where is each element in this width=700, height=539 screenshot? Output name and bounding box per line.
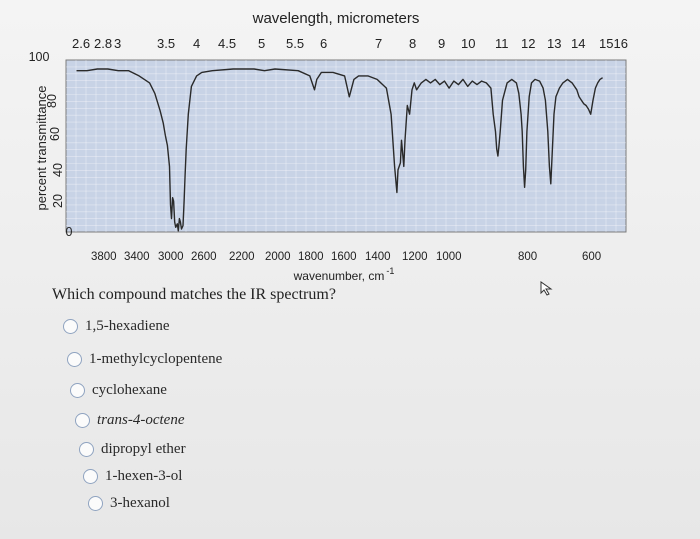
top-tick-label: 2.8 (94, 36, 112, 51)
x-tick-label: 1000 (436, 251, 462, 263)
x-axis-title: wavenumber, cm -1 (293, 266, 395, 283)
question-text: Which compound matches the IR spectrum? (52, 286, 336, 303)
y-tick-label: 0 (66, 225, 73, 239)
top-tick-label: 14 (571, 36, 585, 51)
top-tick-label: 5 (258, 36, 265, 51)
top-tick-label: 6 (320, 36, 327, 51)
y-tick-label: 40 (51, 163, 65, 177)
top-tick-label: 7 (375, 36, 382, 51)
radio-button[interactable] (88, 496, 103, 511)
top-tick-label: 9 (438, 36, 445, 51)
answer-option-5[interactable]: dipropyl ether (79, 441, 186, 458)
top-tick-label: 3.5 (157, 36, 175, 51)
answer-option-2[interactable]: 1-methylcyclopentene (67, 351, 222, 368)
top-axis-ticks: 2.6 2.8 3 3.5 4 4.5 5 5.5 6 7 8 9 10 11 12 13 14 1516 (72, 36, 628, 51)
x-tick-label: 2600 (191, 251, 217, 263)
top-tick-label: 11 (495, 36, 509, 51)
radio-button[interactable] (63, 319, 78, 334)
radio-button[interactable] (83, 469, 98, 484)
y-tick-label: 100 (29, 50, 50, 64)
option-label: cyclohexane (92, 382, 167, 398)
top-tick-label: 12 (521, 36, 535, 51)
x-tick-label: 3000 (158, 251, 184, 263)
y-axis-title: percent transmittance (34, 85, 49, 210)
y-axis-ticks: 0 20 40 60 80 100 (29, 50, 73, 239)
radio-button[interactable] (79, 442, 94, 457)
option-label: 1-hexen-3-ol (105, 468, 183, 484)
answer-option-4[interactable]: trans-4-octene (75, 412, 184, 429)
x-tick-label: 3800 (91, 251, 117, 263)
x-axis-title-sup: -1 (386, 266, 394, 276)
answer-option-3[interactable]: cyclohexane (70, 382, 167, 399)
top-tick-label: 1516 (599, 36, 628, 51)
x-tick-label: 600 (582, 251, 601, 263)
top-axis-title: wavelength, micrometers (252, 10, 420, 27)
x-tick-label: 2000 (265, 251, 291, 263)
answer-option-6[interactable]: 1-hexen-3-ol (83, 468, 182, 485)
x-tick-label: 1800 (298, 251, 324, 263)
option-label: 1-methylcyclopentene (89, 351, 223, 367)
radio-button[interactable] (75, 413, 90, 428)
option-label: 1,5-hexadiene (85, 318, 170, 334)
y-tick-label: 20 (51, 194, 65, 208)
y-tick-label: 80 (45, 94, 59, 108)
ir-spectrum-chart: 2.6 2.8 3 3.5 4 4.5 5 5.5 6 7 8 9 10 11 12 13 14 1516 380… (29, 10, 628, 283)
x-tick-label: 3400 (124, 251, 150, 263)
x-tick-label: 1600 (331, 251, 357, 263)
top-tick-label: 8 (409, 36, 416, 51)
spectrum-line (76, 68, 603, 232)
top-tick-label: 4 (193, 36, 200, 51)
top-tick-label: 3 (114, 36, 121, 51)
answer-option-1[interactable]: 1,5-hexadiene (63, 318, 170, 335)
top-tick-label: 13 (547, 36, 561, 51)
x-tick-label: 1400 (365, 251, 391, 263)
top-tick-label: 2.6 (72, 36, 90, 51)
x-tick-label: 2200 (229, 251, 255, 263)
y-tick-label: 60 (48, 127, 62, 141)
radio-button[interactable] (70, 383, 85, 398)
top-tick-label: 10 (461, 36, 475, 51)
option-label: 3-hexanol (110, 495, 170, 511)
mouse-cursor-icon (540, 281, 553, 296)
x-axis-ticks: 3800 3400 3000 2600 2200 2000 1800 1600 1400 1200… (91, 251, 601, 263)
grid (66, 60, 626, 232)
option-label: dipropyl ether (101, 441, 186, 457)
option-label: trans-4-octene (97, 412, 185, 428)
x-tick-label: 800 (518, 251, 537, 263)
x-axis-title-text: wavenumber, cm (293, 269, 385, 283)
top-tick-label: 4.5 (218, 36, 236, 51)
radio-button[interactable] (67, 352, 82, 367)
answer-option-7[interactable]: 3-hexanol (88, 495, 170, 512)
x-tick-label: 1200 (402, 251, 428, 263)
top-tick-label: 5.5 (286, 36, 304, 51)
